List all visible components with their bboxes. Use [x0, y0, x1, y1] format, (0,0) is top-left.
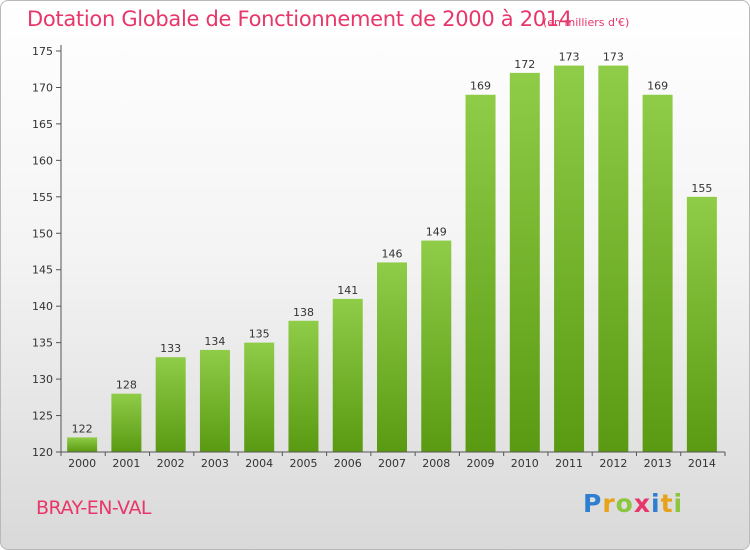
y-tick-label: 125 [32, 410, 53, 423]
data-label-2008: 149 [426, 226, 447, 239]
data-label-2011: 173 [559, 51, 580, 64]
x-tick-label: 2011 [555, 457, 583, 470]
data-label-2012: 173 [603, 51, 624, 64]
bar-2000 [67, 437, 98, 452]
y-tick-label: 120 [32, 446, 53, 459]
y-tick-label: 175 [32, 45, 53, 58]
x-tick-label: 2010 [511, 457, 539, 470]
x-tick-label: 2001 [112, 457, 140, 470]
y-tick-label: 160 [32, 154, 53, 167]
proxiti-logo[interactable]: Proxiti [583, 489, 683, 518]
x-tick-label: 2005 [289, 457, 317, 470]
data-label-2003: 134 [204, 335, 225, 348]
y-tick-label: 165 [32, 118, 53, 131]
data-label-2000: 122 [72, 422, 93, 435]
axes-group [56, 45, 726, 456]
bar-2005 [288, 320, 319, 452]
bar-2003 [199, 349, 230, 452]
data-label-2005: 138 [293, 306, 314, 319]
x-tick-label: 2004 [245, 457, 273, 470]
bar-2006 [332, 298, 363, 452]
bar-2010 [509, 72, 540, 452]
y-tick-label: 170 [32, 81, 53, 94]
data-label-2002: 133 [160, 342, 181, 355]
bars-group [67, 65, 717, 452]
logo-letter: P [583, 489, 603, 518]
x-tick-label: 2014 [688, 457, 716, 470]
y-tick-label: 135 [32, 337, 53, 350]
bar-2002 [155, 357, 186, 452]
bar-2007 [377, 262, 407, 452]
data-label-2001: 128 [116, 379, 137, 392]
data-label-2004: 135 [249, 328, 270, 341]
data-label-2014: 155 [691, 182, 712, 195]
data-label-2010: 172 [514, 58, 535, 71]
chart-unit: (en milliers d'€) [543, 16, 630, 29]
chart-title: Dotation Globale de Fonctionnement de 20… [27, 7, 572, 31]
bar-2001 [111, 393, 142, 452]
data-label-2007: 146 [382, 247, 403, 260]
x-tick-label: 2006 [334, 457, 362, 470]
bar-2012 [598, 65, 629, 452]
logo-letter: r [602, 489, 616, 518]
x-tick-label: 2007 [378, 457, 406, 470]
data-label-2009: 169 [470, 80, 491, 93]
logo-letter: t [660, 489, 674, 518]
bar-2011 [554, 65, 585, 452]
labels-group: 120 125 130 135 140 145 150 155 160 165 170 175 2000… [32, 45, 716, 470]
x-tick-label: 2008 [422, 457, 450, 470]
y-tick-label: 145 [32, 264, 53, 277]
x-tick-label: 2012 [599, 457, 627, 470]
bar-2009 [465, 94, 496, 452]
logo-letter: o [615, 489, 634, 518]
bar-2004 [244, 342, 275, 452]
x-tick-label: 2002 [157, 457, 185, 470]
y-tick-label: 140 [32, 300, 53, 313]
bar-2013 [642, 94, 673, 452]
logo-letter: i [673, 489, 684, 518]
data-label-2006: 141 [337, 284, 358, 297]
y-tick-label: 150 [32, 227, 53, 240]
commune-name: BRAY-EN-VAL [36, 497, 152, 519]
y-tick-label: 130 [32, 373, 53, 386]
bar-2008 [421, 240, 452, 452]
logo-letter: i [651, 489, 661, 518]
x-tick-label: 2013 [644, 457, 672, 470]
logo-letter: x [633, 489, 651, 518]
data-label-2013: 169 [647, 80, 668, 93]
x-tick-label: 2003 [201, 457, 229, 470]
bar-2014 [686, 196, 717, 452]
x-tick-label: 2000 [68, 457, 96, 470]
y-tick-label: 155 [32, 191, 53, 204]
x-tick-label: 2009 [467, 457, 495, 470]
